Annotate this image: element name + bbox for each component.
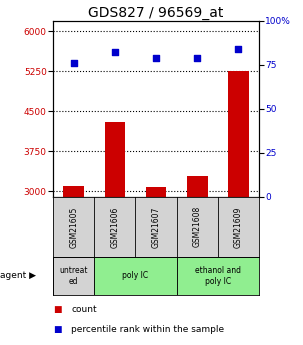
Text: GSM21606: GSM21606	[110, 206, 119, 247]
Bar	[105, 122, 125, 345]
Bar	[177, 257, 259, 295]
Text: GSM21608: GSM21608	[193, 206, 202, 247]
Point	[236, 46, 241, 52]
Bar	[228, 71, 249, 345]
Point	[112, 50, 117, 55]
Bar	[146, 187, 166, 345]
Text: poly IC: poly IC	[122, 272, 148, 280]
Text: percentile rank within the sample: percentile rank within the sample	[71, 325, 224, 334]
Bar	[63, 186, 84, 345]
Point	[71, 60, 76, 66]
Text: ethanol and
poly IC: ethanol and poly IC	[195, 266, 241, 286]
Text: GSM21609: GSM21609	[234, 206, 243, 247]
Point	[195, 55, 200, 60]
Bar	[187, 176, 208, 345]
Point	[154, 55, 158, 60]
Title: GDS827 / 96569_at: GDS827 / 96569_at	[88, 6, 224, 20]
Text: GSM21607: GSM21607	[152, 206, 161, 247]
Text: ■: ■	[53, 325, 62, 334]
Bar	[94, 257, 177, 295]
Text: ■: ■	[53, 305, 62, 314]
Text: GSM21605: GSM21605	[69, 206, 78, 247]
Text: count: count	[71, 305, 97, 314]
Text: agent ▶: agent ▶	[0, 272, 36, 280]
Bar	[53, 257, 94, 295]
Text: untreat
ed: untreat ed	[59, 266, 88, 286]
